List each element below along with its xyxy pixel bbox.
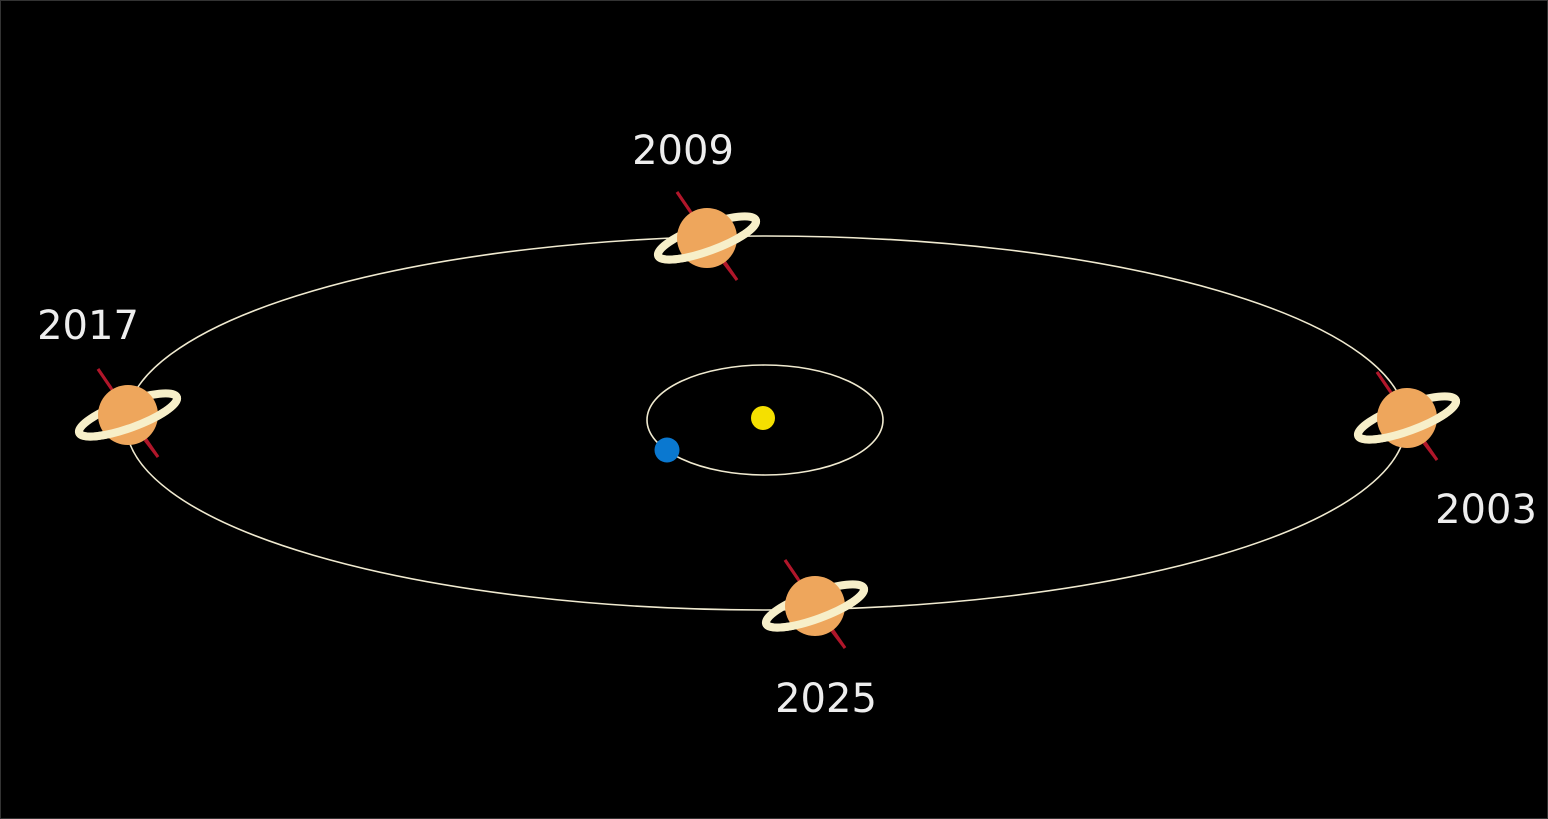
earth (654, 437, 680, 463)
earth-orbit (646, 364, 884, 476)
year-label: 2003 (1435, 487, 1537, 533)
year-label: 2017 (37, 303, 139, 349)
year-label: 2009 (632, 128, 734, 174)
sun (751, 406, 775, 430)
year-label: 2025 (775, 676, 877, 722)
